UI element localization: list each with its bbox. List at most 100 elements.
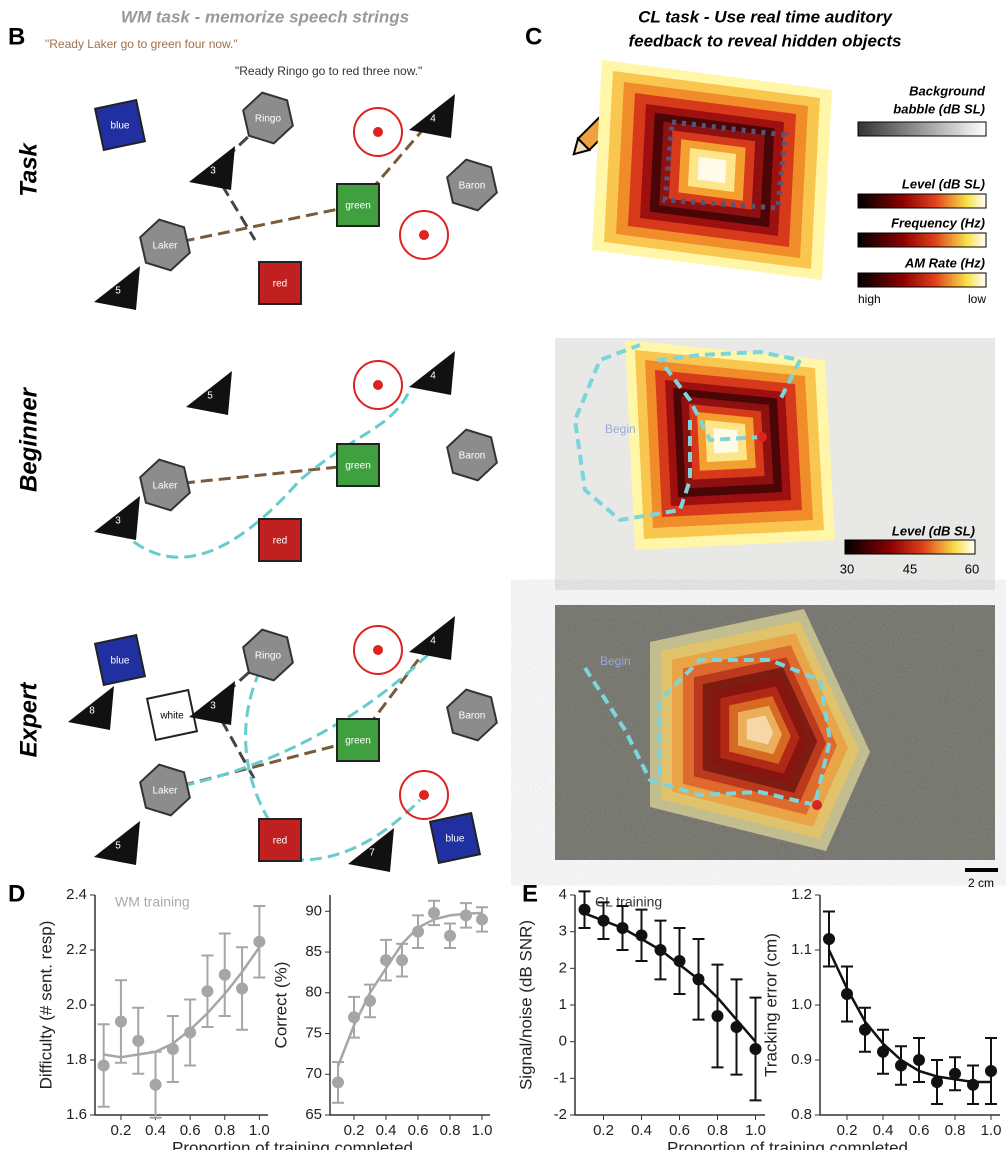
shape-label: blue <box>111 656 130 667</box>
hexagon <box>446 688 498 742</box>
hexagon <box>242 628 294 682</box>
y-tick-label: 2 <box>559 959 567 976</box>
heatmap-layer <box>697 156 727 184</box>
shape-label: 7 <box>369 848 375 859</box>
x-tick-label: 0.6 <box>669 1122 690 1139</box>
y-tick-label: 3 <box>559 923 567 940</box>
x-tick-label: 0.8 <box>707 1122 728 1139</box>
x-tick-label: 0.4 <box>631 1122 652 1139</box>
x-tick-label: 0.4 <box>145 1122 166 1139</box>
x-tick-label: 0.8 <box>440 1122 461 1139</box>
x-tick-label: 0.8 <box>945 1122 966 1139</box>
triangle <box>189 146 235 190</box>
y-tick-label: 0.8 <box>791 1106 812 1123</box>
colorbar-title: Frequency (Hz) <box>891 215 985 230</box>
shape-label: blue <box>446 834 465 845</box>
y-tick-label: 85 <box>305 943 322 960</box>
x-axis-label: Proportion of training completed <box>172 1138 413 1150</box>
hexagon <box>242 91 294 145</box>
target <box>757 432 767 442</box>
y-tick-label: 4 <box>559 886 567 903</box>
data-point <box>184 1026 197 1039</box>
x-axis-label: Proportion of training completed <box>667 1138 908 1150</box>
x-tick-label: 0.4 <box>376 1122 397 1139</box>
triangle <box>68 686 114 730</box>
colorbar <box>857 193 987 209</box>
trajectory <box>572 343 803 523</box>
triangle <box>189 681 235 725</box>
y-tick-label: -2 <box>554 1106 567 1123</box>
data-point <box>616 922 629 934</box>
target <box>399 210 449 260</box>
y-axis-label: Difficulty (# sent. resp) <box>36 921 55 1090</box>
shape-label: red <box>273 836 287 847</box>
square <box>258 518 302 562</box>
x-tick-label: 1.0 <box>981 1122 1002 1139</box>
colorbar-title: AM Rate (Hz) <box>904 255 985 270</box>
x-tick-label: 0.2 <box>593 1122 614 1139</box>
route <box>211 169 257 241</box>
y-axis-label: Signal/noise (dB SNR) <box>516 920 535 1090</box>
data-point <box>949 1067 961 1080</box>
colorbar <box>857 232 987 248</box>
triangle <box>94 266 140 310</box>
data-point <box>859 1023 871 1036</box>
y-tick-label: 1.8 <box>66 1051 87 1068</box>
shape-label: red <box>273 536 287 547</box>
panel-title: WM task - memorize speech strings <box>121 7 409 26</box>
colorbar-title: Level (dB SL) <box>902 176 985 191</box>
fit-line <box>827 949 991 1084</box>
panel-letter: B <box>8 23 25 50</box>
route <box>164 117 435 247</box>
y-tick-label: 0.9 <box>791 1051 812 1068</box>
trajectory <box>118 389 412 559</box>
trajectory <box>583 658 833 808</box>
data-point <box>348 1011 360 1024</box>
square <box>336 183 380 227</box>
shape-label: green <box>345 201 371 212</box>
data-point <box>730 1021 743 1033</box>
x-tick-label: 1.0 <box>472 1122 493 1139</box>
fit-line <box>584 912 757 1043</box>
hexagon <box>139 763 191 817</box>
colorbar <box>857 121 987 137</box>
y-tick-label: 90 <box>305 902 322 919</box>
x-tick-label: 0.4 <box>873 1122 894 1139</box>
row-label: Beginner <box>15 386 42 492</box>
y-tick-label: 2.2 <box>66 941 87 958</box>
data-point <box>149 1078 162 1091</box>
data-point <box>913 1054 925 1066</box>
target <box>399 770 449 820</box>
data-point <box>967 1078 979 1091</box>
y-label-group: Signal/noise (dB SNR) <box>516 920 535 1090</box>
shape-label: 5 <box>115 841 121 852</box>
shape-label: 8 <box>89 706 95 717</box>
annotation: CL training <box>595 894 662 910</box>
target <box>353 360 403 410</box>
y-axis-label: Tracking error (cm) <box>761 933 780 1077</box>
target <box>419 790 429 800</box>
data-point <box>236 982 249 995</box>
data-point <box>476 913 488 926</box>
x-tick-label: 1.0 <box>249 1122 270 1139</box>
y-tick-label: 1.2 <box>791 886 812 903</box>
colorbar-title: Background <box>909 83 986 98</box>
y-tick-label: 75 <box>305 1024 322 1041</box>
y-label-group: Difficulty (# sent. resp) <box>36 921 55 1090</box>
data-point <box>841 988 853 1000</box>
target <box>353 625 403 675</box>
data-point <box>635 929 648 942</box>
fit-line <box>336 911 483 1067</box>
y-tick-label: 1.0 <box>791 996 812 1013</box>
triangle <box>409 616 455 660</box>
y-label-group: Tracking error (cm) <box>761 933 780 1077</box>
panel-letter: E <box>522 880 538 907</box>
data-point <box>201 985 214 998</box>
y-label-group: Correct (%) <box>271 962 290 1049</box>
square <box>93 98 147 152</box>
colorbar-tick: 60 <box>965 561 979 576</box>
route <box>211 704 257 781</box>
hexagon <box>139 458 191 512</box>
quote: "Ready Ringo go to red three now." <box>235 64 422 78</box>
